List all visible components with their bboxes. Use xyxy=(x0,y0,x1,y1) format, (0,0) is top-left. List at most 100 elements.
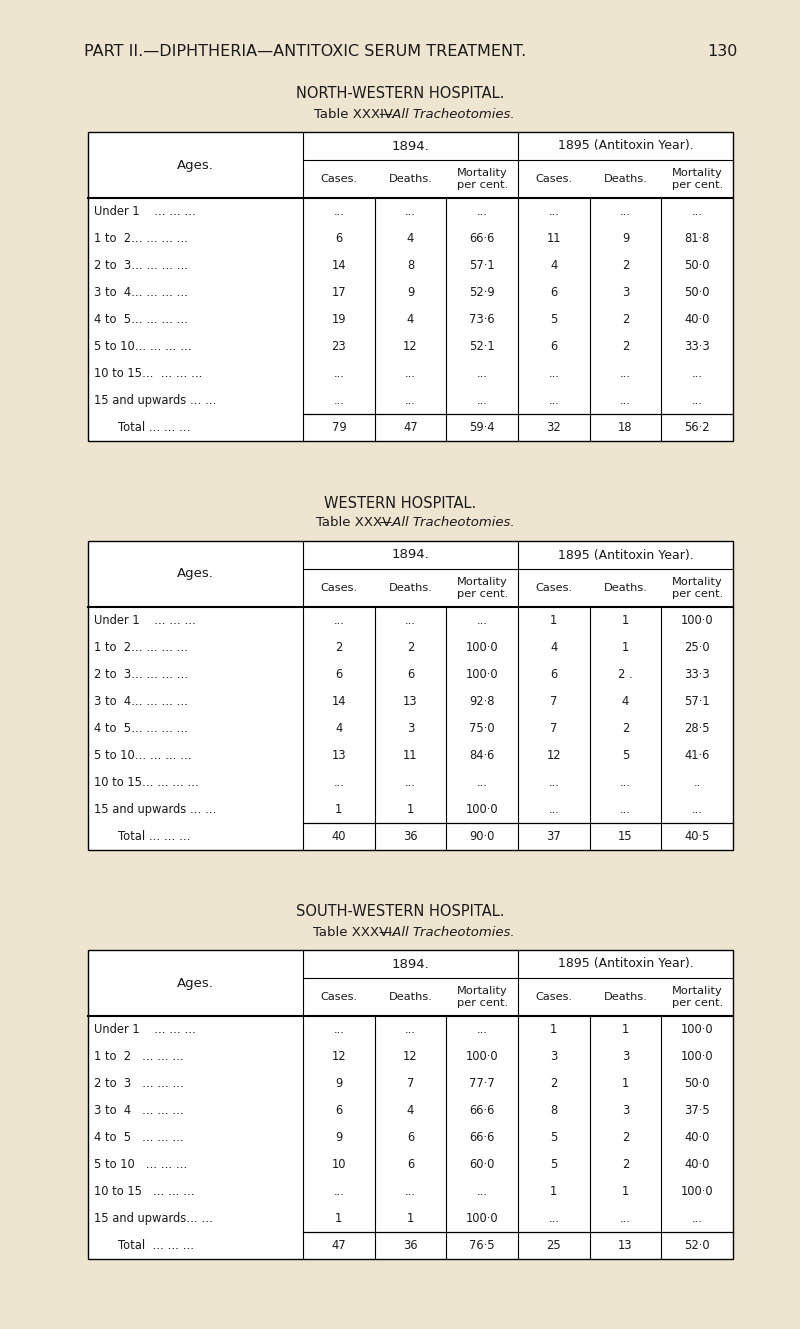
Text: 7: 7 xyxy=(407,1076,414,1090)
Text: 40·5: 40·5 xyxy=(685,831,710,843)
Text: ...: ... xyxy=(548,803,559,816)
Text: ...: ... xyxy=(692,367,702,380)
Text: ...: ... xyxy=(334,1023,344,1037)
Text: 25: 25 xyxy=(546,1239,562,1252)
Text: ...: ... xyxy=(620,367,631,380)
Text: —All Tracheotomies.: —All Tracheotomies. xyxy=(379,108,515,121)
Bar xyxy=(88,950,733,1259)
Text: Deaths.: Deaths. xyxy=(603,583,647,593)
Text: 7: 7 xyxy=(550,695,558,708)
Text: 10 to 15   … … …: 10 to 15 … … … xyxy=(94,1185,194,1197)
Text: 1: 1 xyxy=(335,803,342,816)
Text: 4: 4 xyxy=(550,259,558,272)
Text: 2: 2 xyxy=(550,1076,558,1090)
Text: ...: ... xyxy=(620,205,631,218)
Text: 6: 6 xyxy=(407,1158,414,1171)
Text: 6: 6 xyxy=(550,668,558,680)
Text: 1: 1 xyxy=(407,1212,414,1225)
Text: Table XXXVI.: Table XXXVI. xyxy=(314,925,397,938)
Text: 59·4: 59·4 xyxy=(470,421,495,435)
Text: Deaths.: Deaths. xyxy=(603,991,647,1002)
Text: 100·0: 100·0 xyxy=(466,668,498,680)
Text: 4 to  5… … … …: 4 to 5… … … … xyxy=(94,314,188,326)
Text: NORTH-WESTERN HOSPITAL.: NORTH-WESTERN HOSPITAL. xyxy=(296,86,504,101)
Text: 1 to  2… … … …: 1 to 2… … … … xyxy=(94,641,188,654)
Text: 56·2: 56·2 xyxy=(684,421,710,435)
Text: Mortality
per cent.: Mortality per cent. xyxy=(457,577,508,599)
Text: Mortality
per cent.: Mortality per cent. xyxy=(671,169,722,190)
Text: 2 .: 2 . xyxy=(618,668,633,680)
Text: Under 1    … … …: Under 1 … … … xyxy=(94,614,196,627)
Text: 2 to  3   … … …: 2 to 3 … … … xyxy=(94,1076,184,1090)
Text: ...: ... xyxy=(692,393,702,407)
Text: 37·5: 37·5 xyxy=(684,1104,710,1116)
Text: 32: 32 xyxy=(546,421,562,435)
Text: ...: ... xyxy=(477,614,488,627)
Text: 19: 19 xyxy=(331,314,346,326)
Text: 12: 12 xyxy=(546,750,561,762)
Text: Total … … …: Total … … … xyxy=(118,421,190,435)
Text: 6: 6 xyxy=(407,668,414,680)
Text: 9: 9 xyxy=(335,1131,342,1144)
Text: Under 1    … … …: Under 1 … … … xyxy=(94,1023,196,1037)
Text: 4: 4 xyxy=(335,722,342,735)
Text: Cases.: Cases. xyxy=(535,583,572,593)
Text: 6: 6 xyxy=(550,286,558,299)
Text: ...: ... xyxy=(477,367,488,380)
Text: 75·0: 75·0 xyxy=(470,722,495,735)
Text: 8: 8 xyxy=(407,259,414,272)
Text: 79: 79 xyxy=(331,421,346,435)
Text: 33·3: 33·3 xyxy=(684,668,710,680)
Text: ...: ... xyxy=(548,393,559,407)
Text: 1: 1 xyxy=(550,1023,558,1037)
Text: 10 to 15…  … … …: 10 to 15… … … … xyxy=(94,367,202,380)
Text: 1 to  2… … … …: 1 to 2… … … … xyxy=(94,233,188,245)
Text: ...: ... xyxy=(477,1185,488,1197)
Text: ...: ... xyxy=(548,776,559,789)
Text: ...: ... xyxy=(548,1212,559,1225)
Text: ...: ... xyxy=(334,614,344,627)
Text: 6: 6 xyxy=(550,340,558,354)
Text: 2: 2 xyxy=(335,641,342,654)
Text: 1: 1 xyxy=(550,614,558,627)
Text: 10: 10 xyxy=(331,1158,346,1171)
Text: Deaths.: Deaths. xyxy=(603,174,647,183)
Text: 9: 9 xyxy=(335,1076,342,1090)
Text: ...: ... xyxy=(334,776,344,789)
Text: 13: 13 xyxy=(618,1239,633,1252)
Text: 11: 11 xyxy=(546,233,561,245)
Text: 50·0: 50·0 xyxy=(685,259,710,272)
Text: 84·6: 84·6 xyxy=(470,750,495,762)
Text: Cases.: Cases. xyxy=(320,991,358,1002)
Text: ...: ... xyxy=(692,205,702,218)
Text: SOUTH-WESTERN HOSPITAL.: SOUTH-WESTERN HOSPITAL. xyxy=(296,905,504,920)
Text: 2: 2 xyxy=(622,1158,629,1171)
Text: 52·9: 52·9 xyxy=(470,286,495,299)
Text: 33·3: 33·3 xyxy=(684,340,710,354)
Text: 76·5: 76·5 xyxy=(470,1239,495,1252)
Text: 6: 6 xyxy=(407,1131,414,1144)
Text: Table XXXIV.: Table XXXIV. xyxy=(314,108,396,121)
Text: 57·1: 57·1 xyxy=(470,259,495,272)
Text: WESTERN HOSPITAL.: WESTERN HOSPITAL. xyxy=(324,496,476,510)
Text: 66·6: 66·6 xyxy=(470,1104,495,1116)
Text: 100·0: 100·0 xyxy=(466,1050,498,1063)
Text: Mortality
per cent.: Mortality per cent. xyxy=(671,577,722,599)
Text: 12: 12 xyxy=(331,1050,346,1063)
Text: 47: 47 xyxy=(331,1239,346,1252)
Text: 5 to 10… … … …: 5 to 10… … … … xyxy=(94,750,192,762)
Text: Cases.: Cases. xyxy=(320,583,358,593)
Text: ...: ... xyxy=(692,1212,702,1225)
Text: 5: 5 xyxy=(550,1131,558,1144)
Text: 9: 9 xyxy=(622,233,629,245)
Text: 15 and upwards … …: 15 and upwards … … xyxy=(94,803,217,816)
Text: 4: 4 xyxy=(407,314,414,326)
Text: ...: ... xyxy=(334,393,344,407)
Text: 15 and upwards … …: 15 and upwards … … xyxy=(94,393,217,407)
Text: 4 to  5   … … …: 4 to 5 … … … xyxy=(94,1131,184,1144)
Text: 41·6: 41·6 xyxy=(685,750,710,762)
Text: 2: 2 xyxy=(622,722,629,735)
Text: ...: ... xyxy=(405,205,416,218)
Text: ...: ... xyxy=(405,1185,416,1197)
Text: 40·0: 40·0 xyxy=(685,1158,710,1171)
